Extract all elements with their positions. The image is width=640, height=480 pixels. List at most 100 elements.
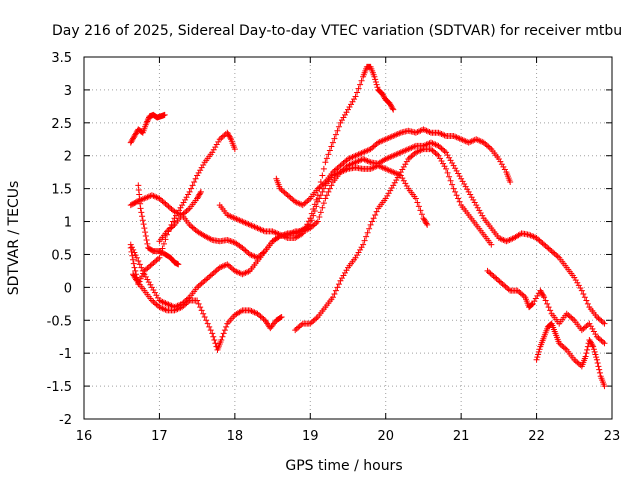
data-point [500,163,507,170]
data-point [335,123,342,130]
data-point [227,238,234,245]
data-point [402,180,409,187]
data-point [298,321,305,328]
data-point [310,317,317,324]
chart-title: Day 216 of 2025, Sidereal Day-to-day VTE… [52,23,622,39]
data-point [219,333,226,340]
data-point [218,134,225,141]
data-point [572,358,579,365]
data-point [182,196,189,203]
y-tick-label: 1 [64,216,72,231]
data-point [224,236,231,243]
data-point [131,264,138,271]
data-point [582,353,589,360]
data-point [372,211,379,218]
data-point [329,294,336,301]
data-point [195,300,202,307]
data-point [137,205,144,212]
data-point [153,301,160,308]
data-point [231,146,238,153]
data-point [334,127,341,134]
data-point [323,155,330,162]
data-point [259,250,266,257]
data-point [201,277,208,284]
data-point [314,218,321,225]
data-point [456,173,463,180]
data-point [334,284,341,291]
data-point [332,287,339,294]
data-point [311,201,318,208]
data-point [574,359,581,366]
data-point [417,207,424,214]
data-point [153,257,160,264]
data-point [204,320,211,327]
data-point [307,320,314,327]
data-point [536,237,543,244]
data-point [583,350,590,357]
series-track-h [216,63,397,241]
data-point [138,264,145,271]
data-point [485,143,492,150]
data-point [590,328,597,335]
series-track-c [127,129,238,288]
x-tick-label: 17 [151,429,168,444]
data-point [142,229,149,236]
data-point [179,202,186,209]
data-point [259,314,266,321]
data-point [402,161,409,168]
data-point [131,249,138,256]
data-point [147,262,154,269]
data-point [447,157,454,164]
data-point [547,307,554,314]
data-point [305,218,312,225]
data-point [354,89,361,96]
data-point [393,177,400,184]
data-point [538,238,545,245]
data-point [198,164,205,171]
data-point [343,109,350,116]
data-point [534,292,541,299]
data-point [446,173,453,180]
data-point [373,208,380,215]
data-point [545,304,552,311]
data-point [399,175,406,182]
data-point [340,272,347,279]
data-point [542,297,549,304]
data-point [133,276,140,283]
data-point [338,275,345,282]
data-point [446,154,453,161]
data-point [332,166,339,173]
data-point [364,229,371,236]
data-point [136,261,143,268]
data-point [595,363,602,370]
data-point [151,258,158,265]
data-point [168,206,175,213]
y-tick-label: 2 [64,150,72,165]
data-point [550,249,557,256]
data-point [207,327,214,334]
data-point [316,213,323,220]
data-point [145,279,152,286]
data-point [135,258,142,265]
data-point [598,317,605,324]
data-point [441,148,448,155]
data-point [301,227,308,234]
data-point [470,196,477,203]
data-point [370,143,377,150]
data-point [308,210,315,217]
data-point [529,301,536,308]
series-track-k [484,267,608,347]
data-point [148,261,155,268]
x-tick-label: 16 [76,429,93,444]
data-point [544,244,551,251]
data-point [225,262,232,269]
data-point [157,250,164,257]
data-point [220,330,227,337]
data-point [505,286,512,293]
data-point [160,199,167,206]
data-point [409,152,416,159]
data-point [390,106,397,113]
data-point [225,237,232,244]
data-point [584,343,591,350]
data-point [311,316,318,323]
